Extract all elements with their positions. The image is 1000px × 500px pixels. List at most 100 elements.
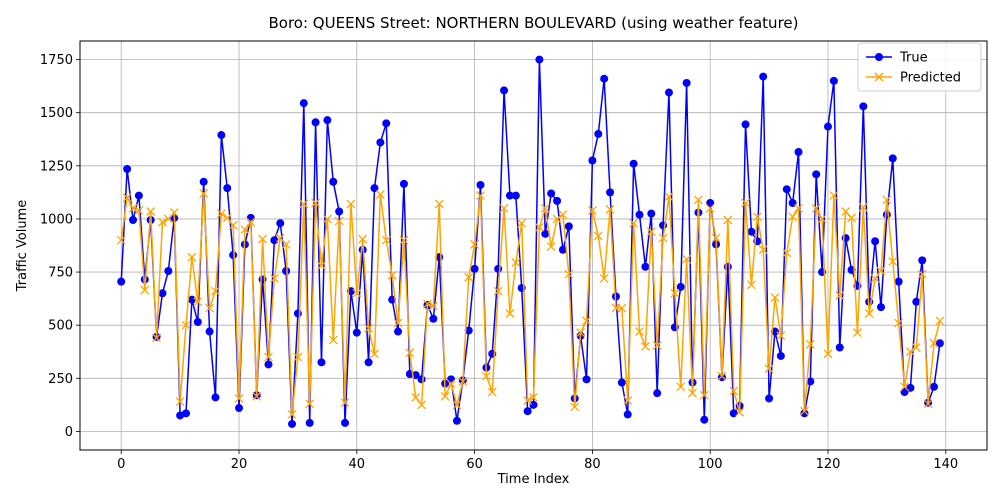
data-point-true [123,165,132,174]
data-point-true [617,378,626,387]
data-point-true [187,295,196,304]
data-point-true [500,86,509,95]
data-point-true [682,78,691,87]
data-point-true [935,339,944,348]
data-point-predicted [764,364,774,374]
data-point-predicted [216,209,226,219]
data-point-true [470,264,479,273]
data-point-predicted [523,396,533,406]
data-point-predicted [505,309,515,318]
data-point-true [282,266,291,275]
data-point-true [629,159,638,168]
data-point-true [564,222,573,231]
data-point-predicted [399,235,409,245]
data-point-true [293,309,302,318]
data-point-true [452,416,461,425]
data-point-predicted [370,349,379,359]
data-point-predicted [776,331,786,341]
data-point-true [759,72,768,81]
data-point-true [823,122,832,131]
data-point-true [211,393,220,402]
data-point-true [140,275,149,284]
data-point-predicted [470,239,480,249]
data-point-predicted [805,339,815,349]
legend-label-true: True [899,51,928,66]
data-point-true [706,199,715,208]
data-point-predicted [211,286,220,296]
y-tick-label: 250 [48,372,73,387]
data-point-predicted [741,198,750,208]
x-tick-label: 140 [933,457,958,472]
data-point-true [647,209,656,218]
series-line-predicted [120,193,941,415]
data-point-predicted [829,191,839,201]
data-point-true [765,394,774,403]
data-point-predicted [658,233,668,243]
data-point-predicted [935,316,945,326]
data-point-true [352,328,361,337]
data-point-predicted [116,235,126,245]
data-point-predicted [876,266,886,276]
data-point-predicted [476,191,485,201]
data-point-predicted [858,202,868,212]
data-point-predicted [152,333,162,343]
data-point-true [664,88,673,97]
data-point-predicted [187,252,197,262]
data-point-true [547,189,556,198]
data-point-predicted [140,285,150,295]
data-point-predicted [870,273,880,283]
x-axis-ticks: 0 20 40 60 80 100 120 140 [117,450,958,472]
data-point-predicted [317,261,326,271]
y-tick-label: 500 [48,319,73,334]
data-point-true [606,188,615,197]
y-tick-label: 0 [65,425,73,440]
data-point-predicted [652,340,662,350]
plot-frame [79,40,988,451]
data-point-predicted [205,303,215,313]
data-point-true [317,358,326,367]
data-point-predicted [688,388,697,398]
legend-marker-true [875,53,883,61]
data-point-predicted [364,323,374,333]
data-point-predicted [499,203,509,213]
data-point-true [676,282,685,291]
x-tick-label: 100 [698,457,723,472]
data-point-true [741,120,750,129]
data-point-true [235,404,244,413]
data-point-true [182,409,191,418]
data-point-true [276,219,285,228]
data-point-predicted [905,347,915,357]
data-point-predicted [428,301,438,311]
data-point-predicted [593,231,603,241]
data-point-predicted [699,390,709,400]
data-point-predicted [393,318,403,328]
data-point-predicted [440,391,450,401]
data-point-true [399,179,408,188]
data-point-predicted [381,235,391,245]
data-point-true [812,170,821,179]
series-predicted [116,188,945,419]
legend-marker-predicted [874,72,884,82]
y-axis-ticks: 0 250 500 750 1000 1250 1500 1750 [40,53,80,440]
data-point-true [288,419,297,428]
legend-label-predicted: Predicted [900,71,961,86]
data-point-predicted [711,233,721,243]
data-point-true [717,373,726,382]
data-point-predicted [864,309,874,318]
data-point-true [700,415,709,424]
data-point-predicted [746,280,756,290]
data-point-predicted [411,392,421,402]
data-point-predicted [269,273,279,283]
data-point-predicted [770,293,780,303]
x-tick-label: 20 [231,457,248,472]
data-point-predicted [799,406,809,416]
data-point-true [600,74,609,83]
data-point-true [888,154,897,163]
data-point-predicted [752,212,762,222]
data-point-predicted [552,214,562,224]
data-point-true [335,207,344,216]
data-point-true [270,236,279,245]
data-point-predicted [882,195,892,205]
data-point-true [394,327,403,336]
data-point-predicted [128,203,138,213]
